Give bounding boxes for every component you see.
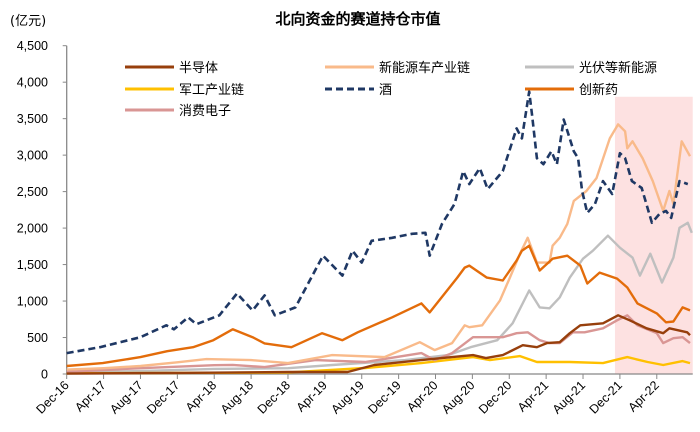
series-line-0 (66, 314, 691, 375)
x-tick-label: Aug-18 (218, 378, 256, 416)
x-tick-label: Dec-17 (144, 378, 182, 416)
y-tick-label: 4,500 (17, 39, 48, 53)
legend-label-0: 半导体 (179, 61, 218, 76)
x-tick-label: Dec-19 (365, 378, 403, 416)
x-tick-label: Aug-21 (550, 378, 588, 416)
x-tick-label: Aug-20 (439, 378, 477, 416)
y-tick-label: 3,500 (17, 112, 48, 126)
x-tick-label: Dec-20 (476, 378, 514, 416)
series-lines (66, 90, 693, 375)
legend-label-1: 新能源车产业链 (379, 60, 470, 76)
legend-label-2: 光伏等新能源 (579, 60, 657, 76)
legend-label-6: 消费电子 (179, 104, 231, 119)
y-axis-unit-label: (亿元) (10, 14, 46, 29)
x-tick-label: Apr-20 (404, 378, 440, 414)
legend-label-5: 创新药 (579, 82, 618, 98)
y-tick-label: 4,000 (17, 76, 48, 90)
x-tick-label: Dec-18 (255, 378, 293, 416)
y-tick-label: 1,500 (17, 258, 48, 272)
y-tick-label: 3,000 (17, 149, 48, 163)
x-tick-label: Apr-19 (294, 378, 330, 414)
x-tick-label: Apr-17 (72, 378, 108, 414)
y-tick-label: 2,000 (17, 222, 48, 236)
x-tick-label: Apr-18 (183, 378, 219, 414)
y-tick-label: 0 (41, 368, 48, 382)
chart-title: 北向资金的赛道持仓市值 (275, 10, 440, 28)
highlight-region (614, 96, 693, 374)
series-line-3 (66, 354, 691, 375)
x-tick-label: Aug-19 (328, 378, 366, 416)
legend-label-3: 军工产业链 (179, 83, 244, 98)
series-line-5 (66, 244, 691, 368)
x-tick-label: Aug-17 (107, 378, 145, 416)
x-tick-label: Dec-16 (33, 378, 71, 416)
series-line-4 (66, 90, 689, 355)
x-tick-label: Apr-21 (515, 378, 551, 414)
series-line-2 (66, 221, 693, 374)
y-tick-label: 1,000 (17, 295, 48, 309)
x-tick-label: Dec-21 (587, 378, 625, 416)
y-tick-label: 2,500 (17, 185, 48, 199)
y-tick-label: 500 (27, 331, 48, 345)
x-tick-label: Apr-22 (625, 378, 661, 414)
legend-label-4: 酒 (379, 83, 392, 98)
highlight-rect (614, 96, 693, 374)
